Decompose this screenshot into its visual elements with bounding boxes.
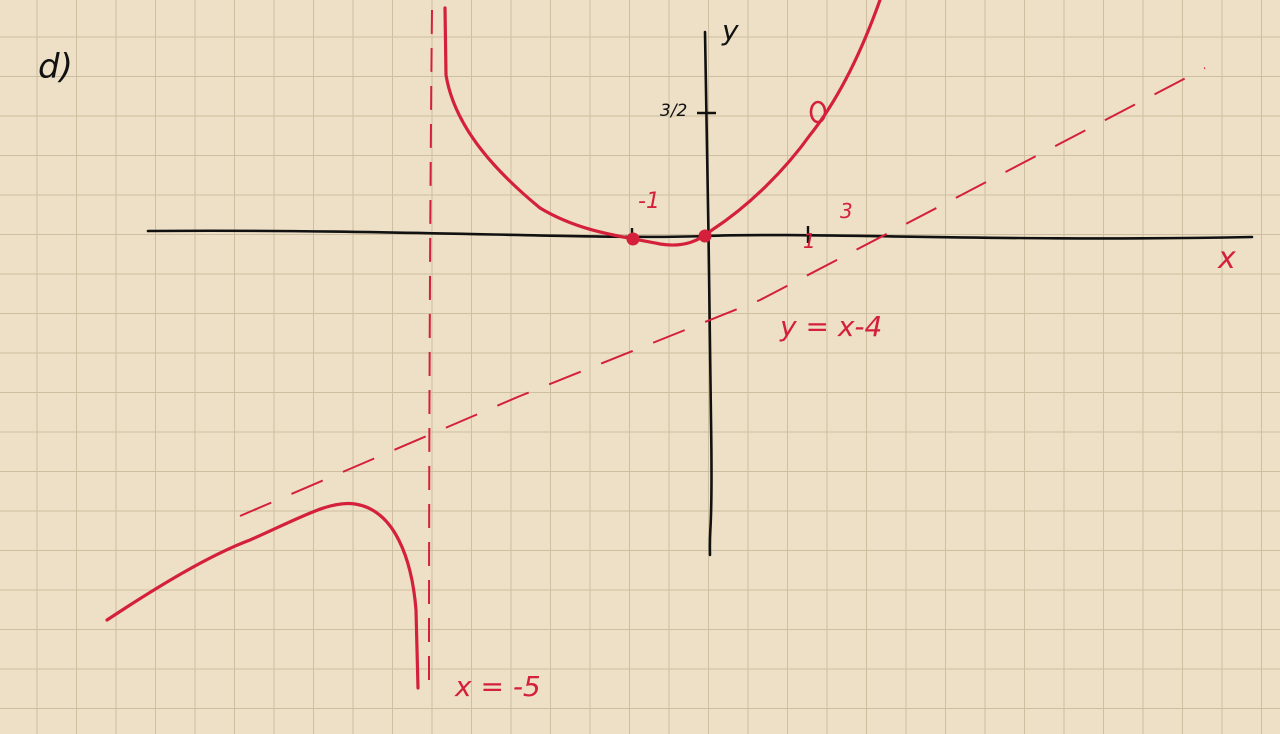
curve-left-branch xyxy=(105,501,420,690)
point-open-circle xyxy=(809,100,827,124)
y-axis-label: y xyxy=(721,14,739,47)
vertical-asymptote-label: x = -5 xyxy=(454,670,541,703)
oblique-asymptote xyxy=(239,67,1206,517)
tick-label-three-halves: 3/2 xyxy=(660,101,687,121)
oblique-asymptote-label: y = x-4 xyxy=(779,310,882,343)
tick-label-one: 1 xyxy=(803,229,816,253)
part-label: d) xyxy=(38,47,73,87)
vertical-asymptote xyxy=(428,9,433,681)
tick-label-three: 3 xyxy=(840,199,853,223)
point-origin xyxy=(698,229,712,243)
point-x-intercept-neg-one xyxy=(626,232,640,246)
x-axis-label: x xyxy=(1217,241,1236,276)
y-axis xyxy=(703,30,713,557)
tick-label-neg-one: -1 xyxy=(638,189,660,214)
